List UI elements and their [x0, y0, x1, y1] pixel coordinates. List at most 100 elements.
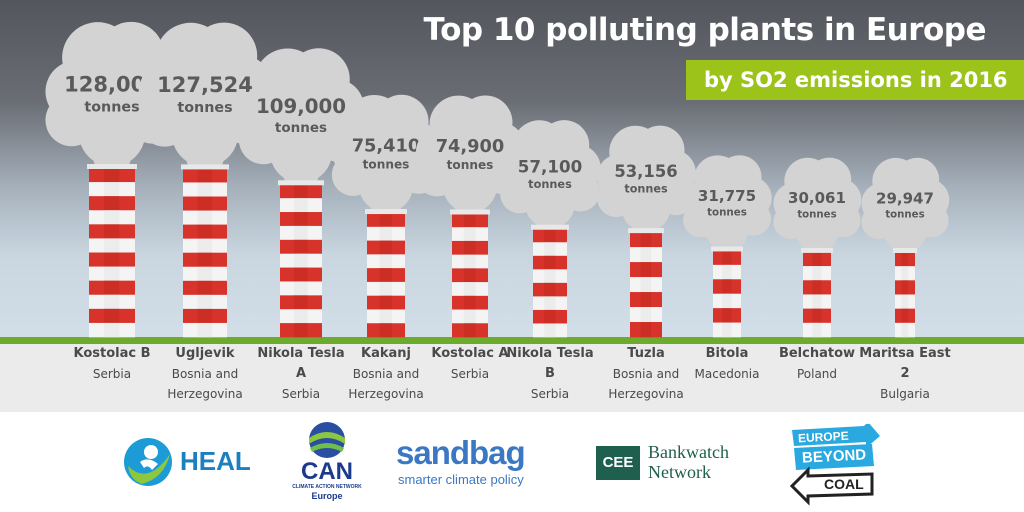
plant-country: Poland	[796, 367, 838, 381]
smoke-puff	[807, 157, 852, 202]
plant-label: Nikola Tesla B Serbia	[504, 344, 596, 404]
chimney-brick	[901, 252, 909, 267]
chart-title: Top 10 polluting plants in Europe	[423, 12, 987, 48]
chimney-brick	[640, 262, 652, 278]
chimney-brick	[197, 210, 213, 225]
smoke-puff	[374, 94, 429, 149]
chimney-brick	[901, 322, 909, 338]
value-label: 74,900	[436, 136, 505, 157]
sandbag-text: sandbag	[396, 434, 526, 471]
chimney-brick	[812, 308, 822, 324]
chimney-brick	[463, 213, 476, 228]
unit-label: tonnes	[177, 100, 232, 116]
plant-label: Ugljevik Bosnia and Herzegovina	[159, 344, 251, 404]
chimney-brick	[104, 224, 120, 239]
plant-label: Kostolac A Serbia	[424, 344, 516, 384]
plant-country: Bosnia and Herzegovina	[608, 367, 684, 401]
chimney-cap	[531, 224, 569, 230]
chimney-brick	[812, 266, 822, 281]
chimney-brick	[463, 254, 476, 269]
chimney-brick	[104, 210, 120, 225]
unit-label: tonnes	[707, 207, 747, 219]
chimney-brick	[640, 247, 652, 263]
smoke-puff	[895, 157, 940, 202]
chimney-brick	[197, 322, 213, 338]
chimney-group: 29,947 tonnes	[861, 157, 950, 338]
unit-label: tonnes	[528, 178, 572, 191]
plant-name: Nikola Tesla B	[506, 346, 594, 381]
chimney-brick	[640, 307, 652, 323]
chimney-brick	[379, 309, 393, 324]
plant-country: Serbia	[92, 367, 132, 381]
chimney-brick	[640, 292, 652, 308]
chimney-cap	[893, 248, 917, 253]
chimney-brick	[544, 242, 556, 257]
chimney-brick	[104, 196, 120, 211]
chimney-brick	[293, 323, 308, 338]
chimney-brick	[463, 268, 476, 283]
label-band	[0, 343, 1024, 412]
smoke-cloud	[238, 48, 365, 195]
chimney-brick	[293, 239, 308, 254]
chimney-brick	[812, 322, 822, 338]
chimney-brick	[197, 280, 213, 296]
ebc-line2: BEYOND	[801, 446, 867, 467]
ebc-arrow-icon	[789, 424, 880, 506]
sandbag-tagline: smarter climate policy	[398, 472, 524, 487]
chimney-brick	[640, 322, 652, 338]
chart-subtitle: by SO2 emissions in 2016	[686, 60, 1024, 100]
value-label: 75,410	[352, 135, 421, 156]
value-label: 53,156	[614, 162, 677, 181]
unit-label: tonnes	[363, 157, 410, 171]
chimney-brick	[379, 323, 393, 338]
value-label: 57,100	[518, 156, 582, 176]
chimney-brick	[197, 224, 213, 239]
chimney-brick	[463, 282, 476, 297]
chimney-brick	[293, 267, 308, 282]
chimney-brick	[293, 295, 308, 310]
unit-label: tonnes	[275, 120, 327, 136]
europe-beyond-coal-logo: EUROPE BEYOND COAL	[786, 424, 886, 508]
chimney-brick	[722, 264, 732, 280]
smoke-cloud	[861, 157, 950, 261]
plant-name: Nikola Tesla A	[257, 346, 345, 381]
unit-label: tonnes	[797, 209, 836, 220]
ebc-line3: COAL	[824, 476, 864, 492]
chimney-brick	[104, 266, 120, 281]
unit-label: tonnes	[84, 99, 139, 115]
chimney-brick	[379, 254, 393, 269]
can-text: CAN	[301, 458, 353, 485]
plant-country: Serbia	[450, 367, 490, 381]
plant-label: Kakanj Bosnia and Herzegovina	[340, 344, 432, 404]
chimney-brick	[722, 250, 732, 266]
value-label: 29,947	[876, 189, 934, 207]
plant-name: Bitola	[705, 346, 749, 361]
plant-label: Belchatow Poland	[771, 344, 863, 384]
chimney-brick	[104, 308, 120, 324]
chimney-brick	[293, 225, 308, 241]
plant-name: Kostolac B	[73, 346, 151, 361]
chimney-brick	[379, 226, 393, 241]
value-label: 109,000	[256, 95, 346, 118]
plant-name: Kostolac A	[431, 346, 509, 361]
chimney-brick	[544, 309, 556, 324]
value-label: 30,061	[788, 189, 846, 207]
chimney-brick	[544, 228, 556, 243]
unit-label: tonnes	[624, 182, 668, 195]
chimney-brick	[104, 238, 120, 253]
chimney-brick	[293, 198, 308, 213]
chimney-brick	[293, 212, 308, 227]
chimney-brick	[463, 295, 476, 310]
ebc-line1: EUROPE	[797, 428, 850, 446]
chimney-brick	[197, 294, 213, 310]
chimney-cap	[365, 209, 407, 215]
chimney-brick	[293, 184, 308, 199]
value-label: 127,524	[157, 73, 253, 97]
chimney-brick	[104, 280, 120, 296]
cee-text: CEE	[602, 454, 634, 471]
chimney-brick	[293, 253, 308, 268]
smoke-puff	[190, 22, 258, 89]
chimney-group: 30,061 tonnes	[773, 157, 862, 338]
chimney-brick	[544, 323, 556, 338]
